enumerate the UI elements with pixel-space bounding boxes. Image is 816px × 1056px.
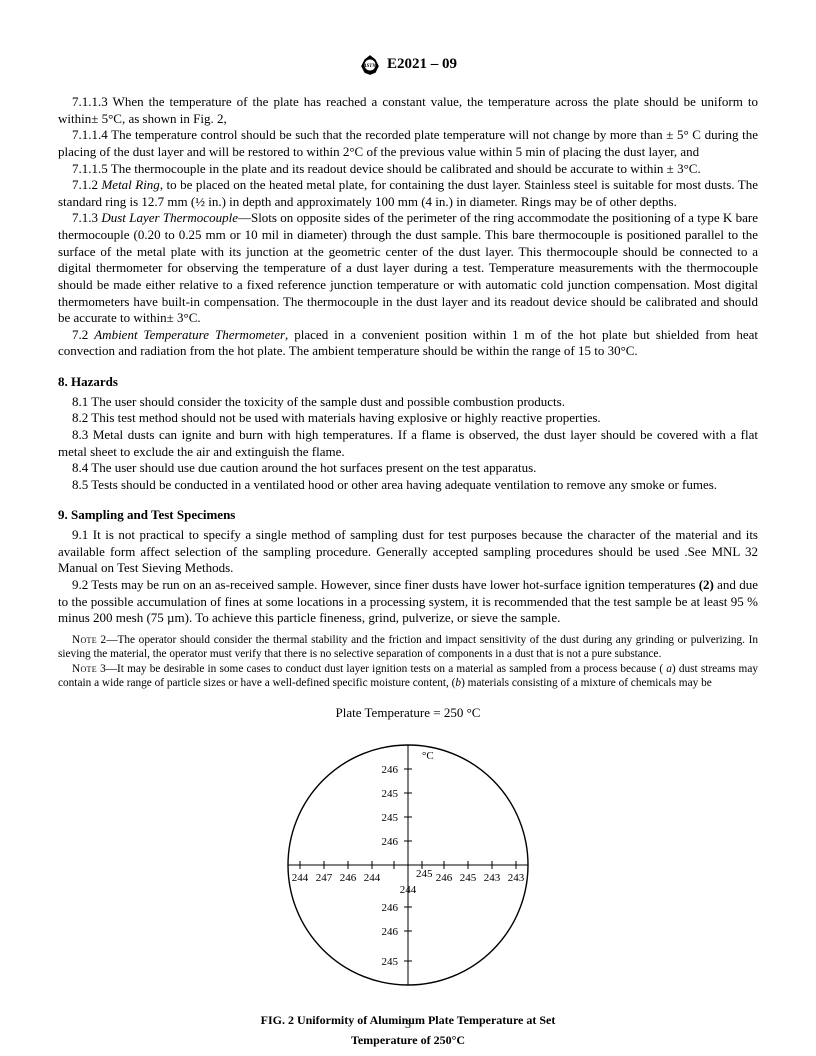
page-number: 3 [0, 1017, 816, 1032]
term-dust-thermocouple: Dust Layer Thermocouple [101, 210, 238, 225]
para-lead: 7.1.3 [72, 210, 101, 225]
figure-caption-2: Temperature of 250°C [58, 1033, 758, 1048]
svg-text:246: 246 [340, 872, 357, 884]
svg-text:243: 243 [508, 872, 525, 884]
svg-text:246: 246 [382, 764, 399, 776]
designation: E2021 – 09 [387, 55, 457, 74]
section-8-title: 8. Hazards [58, 374, 758, 391]
para-7.1.1.3: 7.1.1.3 When the temperature of the plat… [58, 94, 758, 127]
section-9-title: 9. Sampling and Test Specimens [58, 507, 758, 524]
para-7.1.3: 7.1.3 Dust Layer Thermocouple—Slots on o… [58, 210, 758, 326]
para-lead: 7.2 [72, 327, 94, 342]
note-3-c: ) materials consisting of a mixture of c… [461, 677, 712, 689]
note-3: Note 3—It may be desirable in some cases… [58, 662, 758, 691]
svg-text:244: 244 [364, 872, 381, 884]
svg-text:246: 246 [382, 836, 399, 848]
svg-text:246: 246 [382, 926, 399, 938]
svg-text:246: 246 [436, 872, 453, 884]
term-ambient-thermometer: Ambient Temperature Thermometer [94, 327, 285, 342]
svg-text:247: 247 [316, 872, 333, 884]
svg-text:246: 246 [382, 902, 399, 914]
note-3-a: 3—It may be desirable in some cases to c… [97, 663, 666, 675]
term-metal-ring: Metal Ring [101, 177, 159, 192]
para-rest: , to be placed on the heated metal plate… [58, 177, 758, 209]
svg-text:°C: °C [422, 750, 434, 762]
figure-2: Plate Temperature = 250 °C °C24624524524… [58, 705, 758, 1048]
ref-2: (2) [699, 577, 714, 592]
para-7.1.2: 7.1.2 Metal Ring, to be placed on the he… [58, 177, 758, 210]
note-2: Note 2—The operator should consider the … [58, 633, 758, 662]
para-7.1.1.5: 7.1.1.5 The thermocouple in the plate an… [58, 161, 758, 178]
para-rest: —Slots on opposite sides of the perimete… [58, 210, 758, 325]
svg-text:245: 245 [382, 956, 399, 968]
figure-title: Plate Temperature = 250 °C [58, 705, 758, 722]
svg-text:244: 244 [292, 872, 309, 884]
note-label: Note [72, 634, 97, 646]
svg-text:245: 245 [382, 812, 399, 824]
para-7.1.1.4: 7.1.1.4 The temperature control should b… [58, 127, 758, 160]
para-9.1: 9.1 It is not practical to specify a sin… [58, 527, 758, 577]
svg-text:245: 245 [382, 788, 399, 800]
svg-text:244: 244 [400, 884, 417, 896]
svg-text:245: 245 [416, 868, 433, 880]
para-9.2: 9.2 Tests may be run on an as-received s… [58, 577, 758, 627]
para-8.1: 8.1 The user should consider the toxicit… [58, 394, 758, 411]
note-2-text: 2—The operator should consider the therm… [58, 634, 758, 660]
para-8.3: 8.3 Metal dusts can ignite and burn with… [58, 427, 758, 460]
svg-text:245: 245 [460, 872, 477, 884]
para-9.2-a: 9.2 Tests may be run on an as-received s… [72, 577, 699, 592]
svg-text:ASTM: ASTM [362, 64, 377, 69]
para-7.2: 7.2 Ambient Temperature Thermometer, pla… [58, 327, 758, 360]
para-lead: 7.1.2 [72, 177, 101, 192]
para-8.5: 8.5 Tests should be conducted in a venti… [58, 477, 758, 494]
para-8.2: 8.2 This test method should not be used … [58, 410, 758, 427]
svg-text:243: 243 [484, 872, 501, 884]
doc-header: ASTM E2021 – 09 [58, 54, 758, 76]
astm-logo-icon: ASTM [359, 54, 381, 76]
para-8.4: 8.4 The user should use due caution arou… [58, 460, 758, 477]
note-label: Note [72, 663, 97, 675]
figure-svg: °C24624524524624624624524424724624424624… [248, 725, 568, 1009]
